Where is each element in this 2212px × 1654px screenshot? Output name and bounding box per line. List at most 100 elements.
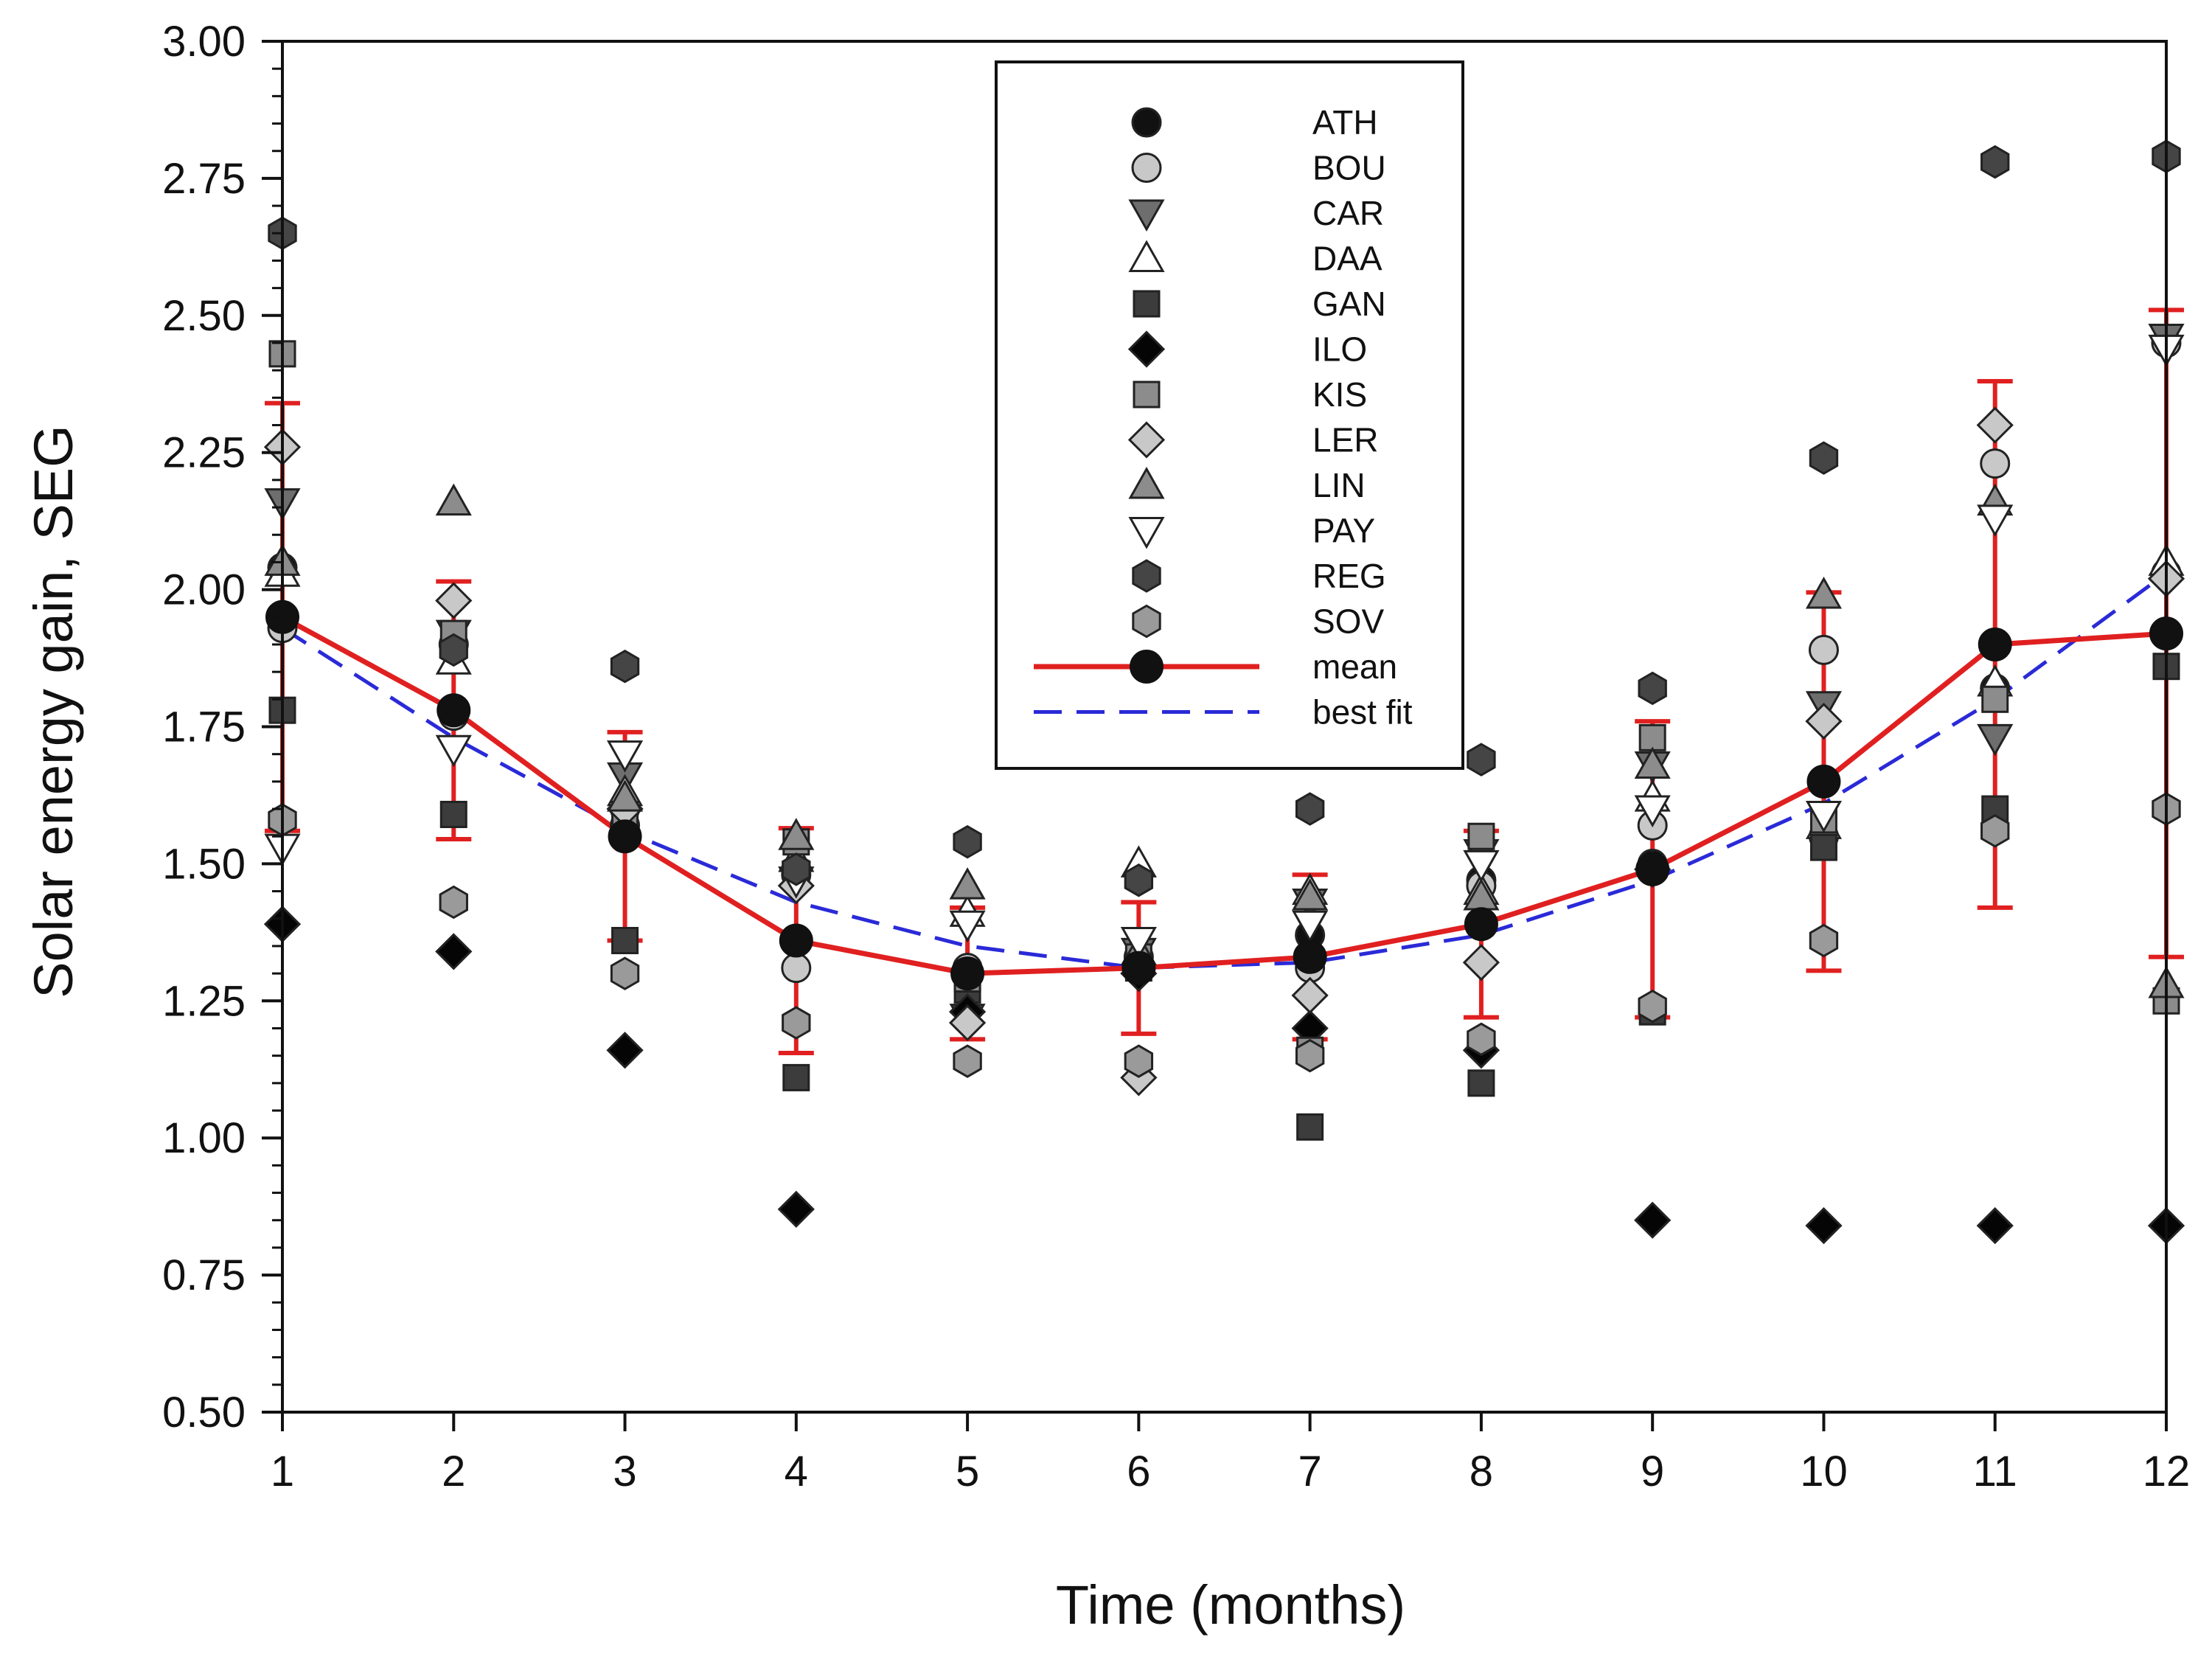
point-pay xyxy=(1977,504,2014,537)
y-axis-title: Solar energy gain, SEG xyxy=(23,425,84,998)
legend-gan-label: GAN xyxy=(1312,285,1386,323)
point-sov xyxy=(1980,814,2010,848)
x-tick-label: 6 xyxy=(1127,1448,1150,1495)
point-gan xyxy=(1296,1113,1324,1141)
legend-best-fit-label: best fit xyxy=(1312,693,1413,732)
y-tick-label: 0.75 xyxy=(162,1251,246,1299)
point-car xyxy=(1977,723,2014,757)
point-kis xyxy=(1638,723,1666,751)
legend-kis-label: KIS xyxy=(1312,375,1367,414)
point-pay xyxy=(1120,927,1157,959)
point-mean xyxy=(950,956,985,991)
point-ilo xyxy=(1634,1201,1672,1239)
legend-lin-label: LIN xyxy=(1312,466,1366,504)
point-gan xyxy=(611,927,639,955)
x-tick-label: 2 xyxy=(442,1448,465,1495)
legend-ath-marker xyxy=(1131,107,1162,138)
point-lin xyxy=(1805,576,1843,609)
point-reg xyxy=(1295,792,1325,826)
point-mean xyxy=(1293,939,1327,974)
point-lin xyxy=(606,779,644,812)
point-gan xyxy=(782,1063,810,1091)
y-tick-label: 1.00 xyxy=(162,1114,246,1162)
point-ler xyxy=(435,582,473,619)
point-gan xyxy=(1809,833,1837,861)
point-sov xyxy=(1809,923,1839,958)
legend-mean-marker xyxy=(1130,650,1164,684)
point-lin xyxy=(949,867,986,900)
y-tick-label: 1.50 xyxy=(162,840,246,888)
point-ilo xyxy=(435,933,473,970)
point-pay xyxy=(606,740,644,773)
legend-ilo-label: ILO xyxy=(1312,330,1367,369)
point-ilo xyxy=(1805,1207,1843,1245)
point-sov xyxy=(953,1044,982,1078)
legend-ilo-marker xyxy=(1127,330,1166,368)
y-tick-label: 3.00 xyxy=(162,18,246,66)
legend-bou-marker xyxy=(1131,153,1162,183)
series-lines xyxy=(281,571,2168,976)
legend-car-marker xyxy=(1128,199,1165,232)
legend-mean-label: mean xyxy=(1312,647,1397,686)
point-reg xyxy=(1467,743,1496,776)
point-reg xyxy=(1638,671,1667,706)
point-ler xyxy=(1805,702,1843,740)
x-tick-label: 3 xyxy=(613,1448,636,1495)
point-pay xyxy=(1634,795,1671,828)
legend-reg-label: REG xyxy=(1312,557,1386,595)
legend-ler-marker xyxy=(1127,421,1166,459)
point-pay xyxy=(1805,800,1843,833)
legend-reg-marker xyxy=(1132,559,1161,593)
y-tick-label: 0.50 xyxy=(162,1389,246,1436)
legend-daa-marker xyxy=(1128,240,1165,272)
point-ler xyxy=(948,1004,987,1042)
point-sov xyxy=(1638,990,1667,1024)
point-bou xyxy=(1980,448,2011,479)
point-reg xyxy=(439,633,468,667)
legend-pay-label: PAY xyxy=(1312,512,1375,550)
legend-daa-label: DAA xyxy=(1312,240,1382,278)
point-ilo xyxy=(606,1032,644,1069)
point-sov xyxy=(1467,1022,1496,1057)
point-ilo xyxy=(777,1190,815,1228)
legend-ler-label: LER xyxy=(1312,421,1378,459)
legend-kis-marker xyxy=(1133,381,1161,409)
data-points xyxy=(263,139,2185,1245)
x-tick-label: 1 xyxy=(271,1448,294,1495)
point-gan xyxy=(439,800,467,828)
x-tick-label: 4 xyxy=(785,1448,808,1495)
legend-pay-marker xyxy=(1128,517,1165,549)
axis-ticks: 0.50 0.75 1.00 1.25 1.50 1.75 2.00 2.25 2.50 2.75… xyxy=(162,18,2190,1495)
point-sov xyxy=(1295,1038,1325,1073)
point-kis xyxy=(1981,685,2009,713)
point-lin xyxy=(778,818,815,850)
point-mean xyxy=(779,923,813,958)
x-tick-label: 5 xyxy=(956,1448,979,1495)
y-tick-label: 2.50 xyxy=(162,292,246,340)
point-bou xyxy=(1808,634,1839,665)
legend-bou-label: BOU xyxy=(1312,149,1386,187)
point-mean xyxy=(1464,907,1498,942)
point-pay xyxy=(435,734,472,768)
point-mean xyxy=(1806,764,1841,799)
point-reg xyxy=(1980,145,2010,179)
legend: ATH BOU CAR DAA GAN ILO KIS LER LIN PAY REG SOV mean… xyxy=(995,60,1464,770)
point-reg xyxy=(1124,863,1154,897)
legend-gan-marker xyxy=(1133,290,1161,318)
legend-sov-marker xyxy=(1132,604,1161,639)
point-gan xyxy=(1467,1069,1495,1097)
legend-car-label: CAR xyxy=(1312,194,1384,232)
legend-sov-label: SOV xyxy=(1312,602,1384,641)
point-lin xyxy=(1292,878,1329,911)
point-mean xyxy=(1121,951,1156,985)
point-ilo xyxy=(1976,1207,2014,1245)
point-sov xyxy=(610,956,640,990)
point-mean xyxy=(608,819,642,854)
point-reg xyxy=(610,649,640,684)
point-sov xyxy=(1124,1044,1154,1078)
x-tick-label: 9 xyxy=(1641,1448,1664,1495)
point-ler xyxy=(1462,944,1500,981)
point-sov xyxy=(782,1006,811,1040)
legend-box xyxy=(995,60,1464,770)
